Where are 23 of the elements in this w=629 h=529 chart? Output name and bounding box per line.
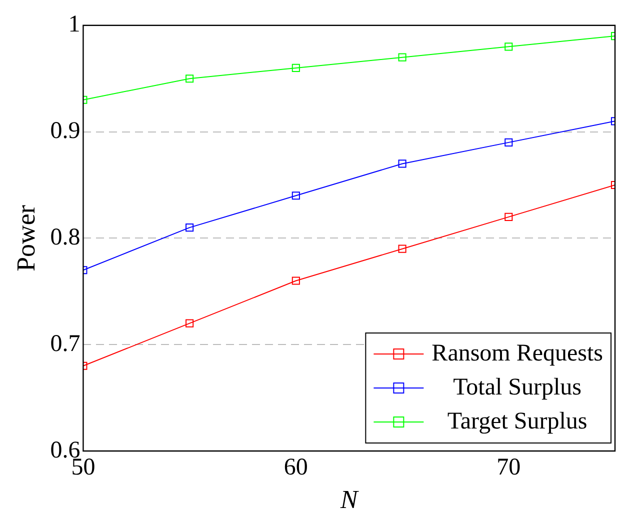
point (186, 74, 194, 83)
x-tick-label: 70 (496, 454, 521, 481)
y-tick-label: 0.7 (50, 330, 80, 357)
point (504, 138, 513, 146)
point (398, 244, 406, 253)
y-tick-label: 0.9 (50, 118, 80, 144)
point (398, 53, 406, 62)
point (186, 224, 194, 232)
y-tick-label: 1 (68, 12, 80, 38)
point (398, 160, 406, 168)
y-tick-label: 0.8 (50, 224, 80, 250)
point (186, 319, 194, 328)
x-tick-label: 60 (284, 454, 308, 481)
point (292, 64, 300, 72)
point (292, 192, 300, 200)
legend-label: Target Surplus (447, 408, 588, 434)
legend-label: Total Surplus (453, 374, 582, 400)
point (292, 276, 300, 285)
x-axis-title: N (339, 485, 360, 514)
legend-label: Ransom Requests (432, 340, 603, 366)
point (504, 42, 513, 51)
point (504, 212, 513, 221)
y-axis-title: Power (11, 204, 40, 272)
